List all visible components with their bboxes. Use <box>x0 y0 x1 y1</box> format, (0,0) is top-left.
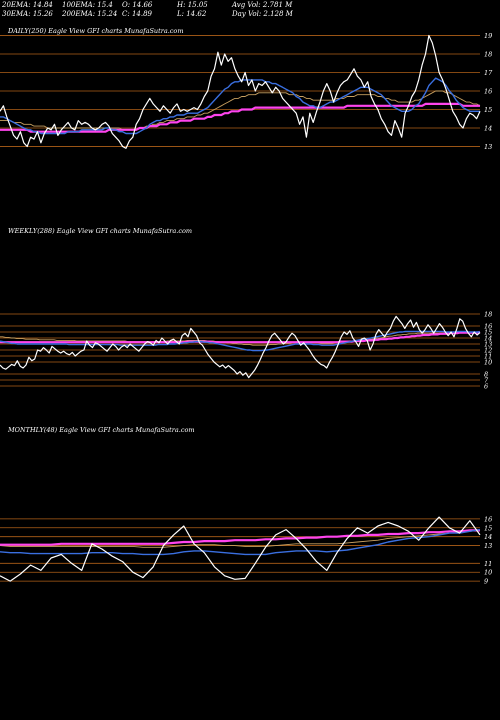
weekly-ema-mid-line <box>0 332 480 346</box>
daily-tick-label-18: 18 <box>484 51 492 59</box>
daily-tick-label-16: 16 <box>484 88 492 96</box>
daily-ema-long-line <box>0 102 480 133</box>
weekly-tick-label-14: 14 <box>484 335 492 343</box>
header-stat-2-2: 200EMA: 15.24 <box>62 10 118 18</box>
weekly-ema-short-line <box>0 330 480 352</box>
weekly-tick-label-13: 13 <box>484 341 492 349</box>
monthly-ema-mid-line <box>0 529 481 548</box>
header-stat-1-5: Avg Vol: 2.781 M <box>232 1 293 9</box>
weekly-ema-long-line <box>0 330 481 344</box>
weekly-tick-label-6: 6 <box>484 383 488 391</box>
daily-tick-label-15: 15 <box>484 106 492 114</box>
monthly-tick-label-15: 15 <box>484 524 492 532</box>
daily-tick-label-13: 13 <box>484 143 492 151</box>
header-stat-1-2: 100EMA: 15.4 <box>62 1 113 9</box>
daily-price-line <box>0 34 481 149</box>
weekly-panel-label: WEEKLY(288) Eagle View GFI charts Munafa… <box>8 227 193 235</box>
monthly-panel-label: MONTHLY(48) Eagle View GFI charts Munafa… <box>8 426 195 434</box>
monthly-tick-label-13: 13 <box>484 542 492 550</box>
daily-tick-label-14: 14 <box>484 124 492 132</box>
weekly-tick-label-15: 15 <box>484 329 492 337</box>
header-stat-1-1: 20EMA: 14.84 <box>2 1 53 9</box>
header-stat-2-5: Day Vol: 2.128 M <box>232 10 293 18</box>
header-stat-1-4: H: 15.05 <box>177 1 208 9</box>
weekly-tick-label-11: 11 <box>484 353 492 361</box>
monthly-price-line <box>0 516 481 582</box>
weekly-tick-label-18: 18 <box>484 311 492 319</box>
weekly-tick-label-10: 10 <box>484 359 492 367</box>
daily-tick-label-17: 17 <box>484 69 493 77</box>
weekly-price-line <box>0 315 481 379</box>
header-stat-1-3: O: 14.66 <box>122 1 153 9</box>
monthly-tick-label-9: 9 <box>484 578 488 586</box>
monthly-tick-label-16: 16 <box>484 515 492 523</box>
monthly-tick-label-11: 11 <box>484 560 492 568</box>
monthly-tick-label-10: 10 <box>484 569 492 577</box>
daily-ema-short-line <box>0 77 480 135</box>
daily-tick-label-19: 19 <box>484 32 492 40</box>
header-stat-2-3: C: 14.89 <box>122 10 152 18</box>
weekly-tick-label-8: 8 <box>484 371 488 379</box>
header-stat-2-1: 30EMA: 15.26 <box>2 10 53 18</box>
weekly-tick-label-16: 16 <box>484 323 492 331</box>
monthly-tick-label-14: 14 <box>484 533 492 541</box>
monthly-ema-short-line <box>0 528 481 556</box>
weekly-tick-label-12: 12 <box>484 347 492 355</box>
daily-panel-label: DAILY(250) Eagle View GFI charts MunafaS… <box>8 27 184 35</box>
header-stat-2-4: L: 14.62 <box>177 10 207 18</box>
daily-ema-mid-line <box>0 90 481 131</box>
monthly-ema-long-line <box>0 529 480 546</box>
weekly-tick-label-7: 7 <box>484 377 489 385</box>
